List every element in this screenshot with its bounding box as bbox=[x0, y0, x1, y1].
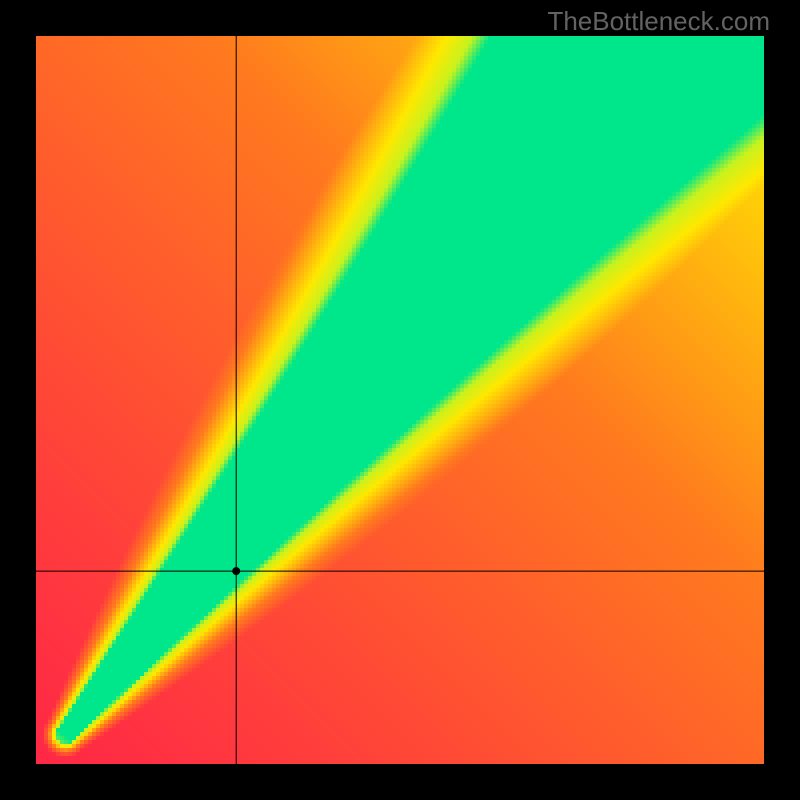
chart-container: { "canvas": { "width": 800, "height": 80… bbox=[0, 0, 800, 800]
watermark-text: TheBottleneck.com bbox=[547, 6, 770, 37]
bottleneck-heatmap bbox=[36, 36, 764, 764]
